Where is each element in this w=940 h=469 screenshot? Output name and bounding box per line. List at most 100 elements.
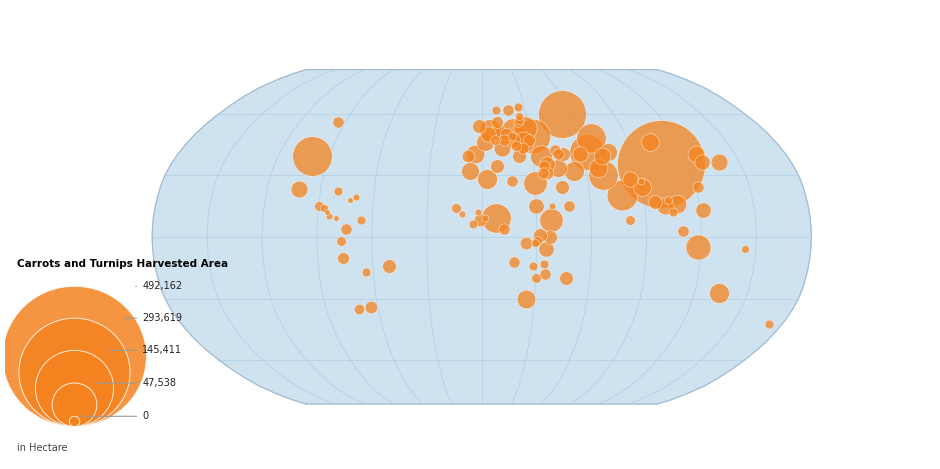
Text: in Hectare: in Hectare	[18, 443, 68, 454]
Point	[500, 106, 515, 114]
Point	[479, 175, 494, 182]
Point	[507, 258, 522, 265]
Point	[511, 116, 526, 123]
Point	[550, 150, 565, 158]
Point	[516, 144, 531, 151]
Point	[305, 152, 320, 160]
Text: 145,411: 145,411	[111, 345, 182, 356]
Point	[539, 246, 554, 253]
Point	[525, 262, 540, 270]
Point	[473, 217, 488, 224]
Point	[454, 210, 469, 218]
Point	[615, 192, 630, 199]
Point	[505, 136, 520, 144]
Point	[695, 159, 710, 166]
Point	[321, 212, 337, 220]
Point	[510, 118, 525, 126]
Point	[543, 217, 558, 224]
Point	[511, 152, 526, 160]
Point	[490, 128, 505, 136]
Point	[505, 132, 520, 139]
Point	[642, 138, 657, 145]
Point	[348, 194, 363, 201]
Point	[527, 239, 542, 247]
Point	[669, 200, 684, 207]
Circle shape	[70, 416, 80, 427]
Point	[291, 185, 306, 193]
Point	[482, 126, 497, 133]
Point	[317, 204, 332, 212]
Point	[496, 225, 511, 232]
Point	[352, 306, 367, 313]
Point	[489, 106, 504, 114]
Point	[689, 150, 704, 158]
Text: 0: 0	[82, 411, 149, 421]
Point	[536, 169, 551, 176]
Point	[712, 289, 727, 296]
Point	[654, 160, 669, 168]
Point	[542, 233, 557, 241]
Point	[515, 138, 530, 145]
Point	[648, 198, 663, 205]
Point	[518, 124, 533, 131]
Circle shape	[3, 286, 147, 427]
Point	[497, 136, 512, 144]
Polygon shape	[152, 70, 811, 404]
Point	[353, 217, 368, 224]
Circle shape	[52, 383, 97, 427]
Point	[494, 144, 509, 151]
Point	[595, 152, 610, 160]
Point	[538, 271, 553, 278]
Point	[330, 118, 345, 126]
Point	[537, 163, 552, 170]
Point	[558, 274, 573, 282]
Point	[518, 239, 533, 247]
Point	[490, 118, 505, 126]
Point	[555, 183, 570, 191]
Point	[358, 268, 373, 276]
Text: 492,162: 492,162	[135, 281, 182, 291]
Point	[761, 320, 776, 327]
Point	[600, 148, 615, 156]
Point	[536, 260, 551, 267]
Text: 47,538: 47,538	[96, 378, 176, 388]
Point	[331, 188, 346, 195]
Point	[518, 295, 533, 303]
Point	[480, 130, 495, 137]
Point	[660, 196, 675, 203]
Point	[622, 217, 637, 224]
Point	[529, 237, 544, 245]
Text: 293,619: 293,619	[124, 313, 182, 323]
Point	[382, 262, 397, 270]
Point	[737, 246, 752, 253]
Point	[521, 136, 536, 144]
Point	[510, 103, 525, 110]
Circle shape	[36, 350, 114, 427]
Point	[712, 159, 727, 166]
Point	[336, 254, 351, 261]
Point	[539, 169, 554, 176]
Point	[338, 225, 353, 232]
Point	[505, 177, 520, 185]
Point	[487, 136, 502, 144]
Point	[448, 204, 463, 212]
Point	[467, 150, 482, 158]
Point	[364, 303, 379, 311]
Point	[540, 160, 555, 168]
Point	[311, 202, 326, 210]
Point	[471, 208, 486, 216]
Point	[478, 138, 493, 145]
Point	[489, 214, 504, 222]
Point	[657, 202, 672, 210]
Point	[527, 179, 542, 187]
Point	[534, 152, 549, 160]
Point	[342, 196, 357, 203]
Point	[567, 167, 582, 174]
Point	[622, 175, 637, 182]
Point	[666, 208, 681, 216]
Point	[528, 274, 543, 282]
Point	[551, 165, 566, 172]
Point	[590, 165, 605, 172]
Point	[561, 202, 576, 210]
Point	[696, 206, 711, 214]
